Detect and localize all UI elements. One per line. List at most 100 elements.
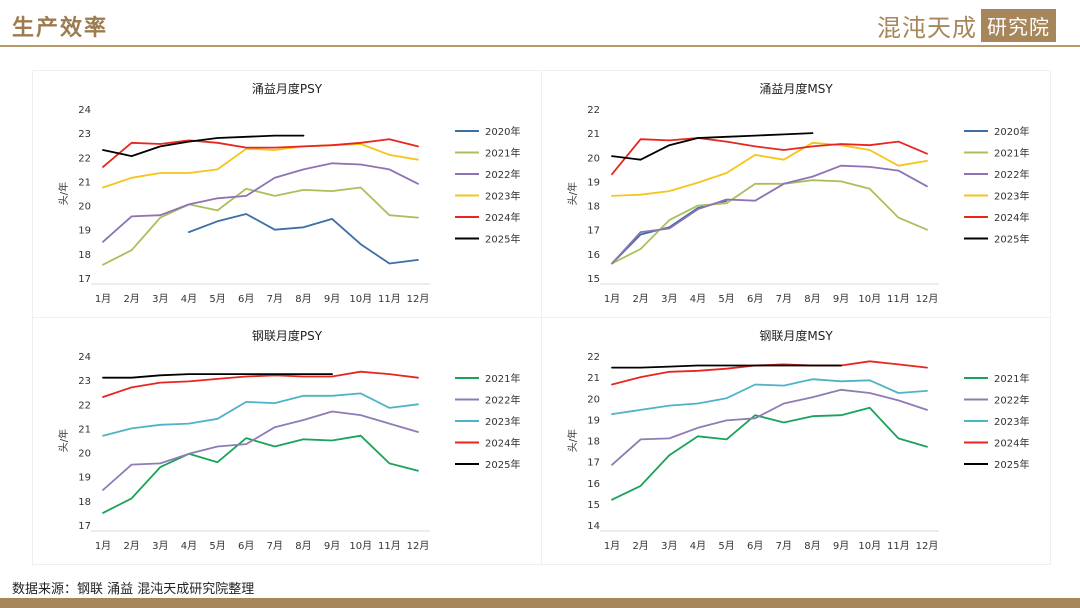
x-tick-label: 3月 <box>152 293 168 305</box>
x-tick-label: 4月 <box>690 540 706 552</box>
series-line-2021年 <box>611 179 928 265</box>
y-tick-label: 18 <box>587 202 600 213</box>
chart-title: 钢联月度PSY <box>252 328 323 343</box>
legend-label: 2025年 <box>994 233 1029 246</box>
x-tick-label: 1月 <box>604 293 620 305</box>
series-line-2022年 <box>611 388 928 466</box>
x-tick-label: 12月 <box>407 540 430 552</box>
y-tick-label: 17 <box>587 226 600 237</box>
y-tick-label: 21 <box>587 129 600 140</box>
y-tick-label: 18 <box>587 437 600 448</box>
x-tick-label: 2月 <box>123 293 139 305</box>
x-tick-label: 6月 <box>747 293 763 305</box>
y-tick-label: 20 <box>78 202 91 213</box>
legend-label: 2024年 <box>994 437 1029 450</box>
legend-label: 2020年 <box>994 125 1029 138</box>
y-tick-label: 22 <box>78 153 91 164</box>
chart-panel-yongyi-msy: 涌益月度MSY 头/年 15 16 17 18 19 20 21 22 1月 2月 3月 4月 5月 6月 7月… <box>541 70 1051 318</box>
x-tick-label: 11月 <box>887 540 910 552</box>
x-tick-label: 11月 <box>887 293 910 305</box>
header-divider <box>0 45 1080 47</box>
brand-logo: 混沌天成 研究院 <box>877 8 1056 43</box>
legend-label: 2021年 <box>485 372 520 385</box>
legend-label: 2020年 <box>485 125 520 138</box>
series-line-2023年 <box>611 378 928 415</box>
chart-svg-ganglian-psy: 钢联月度PSY 头/年 17 18 19 20 21 22 23 24 1月 2月 3月 4月 5月 6月 7月… <box>57 328 520 552</box>
series-line-2024年 <box>102 138 419 168</box>
series-line-2022年 <box>102 410 419 491</box>
y-axis-label: 头/年 <box>57 182 70 205</box>
legend-label: 2021年 <box>485 147 520 160</box>
page-header: 生产效率 混沌天成 研究院 <box>0 0 1080 47</box>
legend-label: 2023年 <box>485 190 520 203</box>
logo-main-text: 混沌天成 <box>877 14 977 42</box>
legend-label: 2022年 <box>994 394 1029 407</box>
y-tick-label: 23 <box>78 376 91 387</box>
x-tick-label: 7月 <box>267 293 283 305</box>
series-line-2022年 <box>102 162 419 243</box>
legend-label: 2023年 <box>994 415 1029 428</box>
x-tick-label: 4月 <box>181 540 197 552</box>
legend-label: 2025年 <box>485 458 520 471</box>
series-line-2023年 <box>102 392 419 437</box>
x-tick-label: 1月 <box>95 540 111 552</box>
legend-label: 2024年 <box>485 437 520 450</box>
legend-label: 2022年 <box>485 168 520 181</box>
y-tick-label: 22 <box>587 352 600 363</box>
x-tick-label: 4月 <box>181 293 197 305</box>
x-tick-label: 7月 <box>776 293 792 305</box>
x-tick-label: 10月 <box>349 540 372 552</box>
y-tick-label: 22 <box>78 400 91 411</box>
legend-label: 2021年 <box>994 147 1029 160</box>
data-source-note: 数据来源：钢联 涌益 混沌天成研究院整理 <box>12 582 255 597</box>
legend-label: 2025年 <box>485 233 520 246</box>
y-tick-label: 17 <box>78 521 91 532</box>
y-tick-label: 15 <box>587 274 600 285</box>
x-tick-label: 10月 <box>858 540 881 552</box>
x-tick-label: 2月 <box>632 293 648 305</box>
x-tick-label: 6月 <box>747 540 763 552</box>
series-line-2021年 <box>611 406 928 501</box>
y-tick-label: 19 <box>587 177 600 188</box>
series-line-2023年 <box>611 141 928 197</box>
y-tick-label: 19 <box>587 415 600 426</box>
x-tick-label: 4月 <box>690 293 706 305</box>
chart-title: 涌益月度MSY <box>759 81 833 96</box>
legend-label: 2025年 <box>994 458 1029 471</box>
x-tick-label: 9月 <box>324 293 340 305</box>
series-line-2024年 <box>611 137 928 176</box>
legend-label: 2024年 <box>485 211 520 224</box>
x-tick-label: 7月 <box>776 540 792 552</box>
chart-title: 涌益月度PSY <box>252 81 323 96</box>
y-tick-label: 14 <box>587 521 600 532</box>
y-tick-label: 16 <box>587 250 600 261</box>
x-tick-label: 5月 <box>209 540 225 552</box>
x-tick-label: 10月 <box>858 293 881 305</box>
x-tick-label: 1月 <box>95 293 111 305</box>
series-line-2025年 <box>611 132 814 161</box>
x-tick-label: 9月 <box>833 540 849 552</box>
x-tick-label: 11月 <box>378 540 401 552</box>
page-title: 生产效率 <box>12 16 109 41</box>
y-tick-label: 15 <box>587 500 600 511</box>
chart-svg-ganglian-msy: 钢联月度MSY 头/年 14 15 16 17 18 19 20 21 22 1月 2月 3月 4月 5月 6月… <box>566 328 1029 552</box>
chart-svg-yongyi-psy: 涌益月度PSY 头/年 17 18 19 20 21 22 23 24 1月 2月 3月 4月 5月 6月 7月… <box>57 81 520 305</box>
logo-box-text: 研究院 <box>981 9 1056 42</box>
y-tick-label: 19 <box>78 226 91 237</box>
footer-bar <box>0 598 1080 608</box>
series-line-2020年 <box>188 213 419 265</box>
y-axis-label: 头/年 <box>566 182 579 205</box>
y-tick-label: 22 <box>587 105 600 116</box>
x-tick-label: 5月 <box>718 293 734 305</box>
x-tick-label: 8月 <box>804 540 820 552</box>
y-tick-label: 20 <box>78 449 91 460</box>
x-tick-label: 9月 <box>833 293 849 305</box>
chart-title: 钢联月度MSY <box>759 328 833 343</box>
x-tick-label: 8月 <box>804 293 820 305</box>
y-tick-label: 21 <box>78 424 91 435</box>
legend-label: 2023年 <box>485 415 520 428</box>
x-tick-label: 5月 <box>718 540 734 552</box>
series-line-2025年 <box>102 134 305 157</box>
y-tick-label: 17 <box>587 458 600 469</box>
series-line-2021年 <box>102 434 419 514</box>
